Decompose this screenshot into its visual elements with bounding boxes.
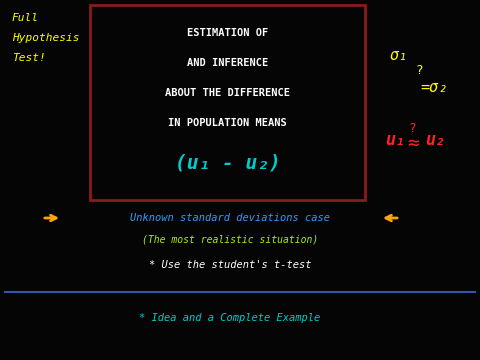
Text: ?: ? [415,63,422,77]
Text: Full: Full [12,13,39,23]
Text: ≈: ≈ [407,134,419,153]
Text: u₁: u₁ [385,131,405,149]
Text: IN POPULATION MEANS: IN POPULATION MEANS [168,118,287,128]
Text: Unknown standard deviations case: Unknown standard deviations case [130,213,330,223]
Text: * Use the student's t-test: * Use the student's t-test [149,260,311,270]
Text: (u₁ - u₂): (u₁ - u₂) [175,153,280,172]
Text: ?: ? [408,122,416,135]
Text: u₂: u₂ [425,131,445,149]
Text: (The most realistic situation): (The most realistic situation) [142,235,318,245]
Text: ABOUT THE DIFFERENCE: ABOUT THE DIFFERENCE [165,88,290,98]
Text: Hypothesis: Hypothesis [12,33,80,43]
Text: =σ₂: =σ₂ [420,81,447,95]
Bar [90,5,365,200]
Text: * Idea and a Complete Example: * Idea and a Complete Example [139,313,321,323]
Text: Test!: Test! [12,53,46,63]
Text: ESTIMATION OF: ESTIMATION OF [187,28,268,38]
Text: AND INFERENCE: AND INFERENCE [187,58,268,68]
Text: σ₁: σ₁ [390,48,408,63]
